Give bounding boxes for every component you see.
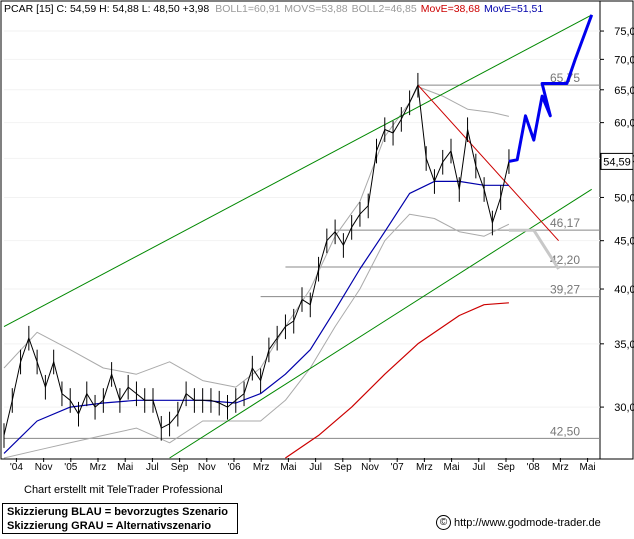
grid-lines	[4, 30, 600, 408]
x-tick-label: Mrz	[253, 462, 270, 473]
last-price-box	[600, 152, 634, 170]
support-resistance-levels: 65,75 46,17 42,20 39,27 42,50	[4, 71, 600, 439]
last-price-label: 54,59	[603, 156, 631, 168]
x-tick-label: Mai	[580, 462, 596, 473]
level-label: 42,20	[550, 253, 580, 267]
x-tick-label: '04	[10, 462, 23, 473]
scenario-sketches	[508, 14, 594, 270]
bollinger-bands	[3, 86, 510, 459]
y-tick-label: 35,00	[614, 339, 634, 351]
trend-lines	[3, 14, 592, 459]
x-tick-label: Mai	[280, 462, 296, 473]
x-tick-label: Mrz	[416, 462, 433, 473]
price-line	[3, 84, 510, 436]
x-tick-label: Sep	[334, 462, 352, 473]
price-series	[3, 72, 510, 448]
x-tick-label: Jul	[146, 462, 159, 473]
x-tick-label: Mrz	[90, 462, 107, 473]
x-tick-label: Jul	[472, 462, 485, 473]
x-tick-label: Mai	[444, 462, 460, 473]
scenario-blue-line	[508, 14, 594, 163]
level-label: 39,27	[550, 283, 580, 297]
copyright[interactable]: © http://www.godmode-trader.de	[436, 515, 601, 530]
y-tick-label: 40,00	[614, 284, 634, 296]
x-tick-label: Mai	[117, 462, 133, 473]
legend-grey: Skizzierung GRAU = Alternativszenario	[7, 520, 212, 532]
x-tick-label: Nov	[198, 462, 216, 473]
copyright-icon: ©	[436, 515, 451, 530]
indicator-label: BOLL2=46,85	[352, 3, 417, 15]
x-tick-label: '07	[391, 462, 404, 473]
level-label: 42,50	[550, 424, 580, 438]
indicator-label: MovE=51,51	[484, 3, 543, 15]
y-tick-label: 70,00	[614, 54, 634, 66]
y-axis: 30,0035,0040,0045,0050,0055,0060,0065,00…	[600, 26, 634, 414]
x-tick-label: '05	[64, 462, 77, 473]
last-price-marker: 54,59	[600, 152, 634, 170]
moving-average-red-line	[285, 302, 509, 459]
x-tick-label: Sep	[497, 462, 515, 473]
scenario-grey-line	[508, 228, 560, 270]
x-tick-label: Mrz	[552, 462, 569, 473]
indicator-label: MovE=38,68	[421, 3, 480, 15]
downtrend-line	[417, 84, 559, 242]
chart-credit: Chart erstellt mit TeleTrader Profession…	[24, 484, 223, 496]
legend-blue: Skizzierung BLAU = bevorzugtes Szenario	[7, 506, 228, 518]
channel-lower-line	[169, 188, 592, 459]
y-tick-label: 45,00	[614, 236, 634, 248]
moving-average-blue-line	[3, 180, 509, 454]
y-tick-label: 30,00	[614, 402, 634, 414]
y-tick-label: 65,00	[614, 85, 634, 97]
x-tick-label: Sep	[171, 462, 189, 473]
bollinger-upper-line	[3, 86, 510, 388]
x-tick-label: '08	[527, 462, 540, 473]
scenario-legend: Skizzierung BLAU = bevorzugtes Szenario …	[2, 503, 238, 534]
level-label: 46,17	[550, 216, 580, 230]
indicator-label: MOVS=53,88	[284, 3, 347, 15]
copyright-url[interactable]: http://www.godmode-trader.de	[454, 516, 601, 529]
x-tick-label: Jul	[309, 462, 322, 473]
indicator-label: BOLL1=60,91	[215, 3, 280, 15]
x-tick-label: Nov	[35, 462, 53, 473]
x-tick-label: Nov	[361, 462, 379, 473]
x-tick-label: '06	[227, 462, 240, 473]
bollinger-lower-line	[3, 213, 510, 459]
y-tick-label: 60,00	[614, 118, 634, 130]
y-tick-label: 50,00	[614, 192, 634, 204]
x-axis: '04 Nov '05 Mrz Mai Jul Sep Nov '06 Mrz Mai Jul Sep N…	[10, 458, 596, 473]
moving-averages	[3, 180, 509, 459]
y-tick-label: 75,00	[614, 26, 634, 38]
level-label: 65,75	[550, 71, 580, 85]
channel-upper-line	[3, 14, 592, 328]
chart-header: PCAR [15] C: 54,59 H: 54,88 L: 48,50 +3,…	[4, 3, 543, 15]
symbol-header: PCAR [15] C: 54,59 H: 54,88 L: 48,50 +3,…	[4, 3, 209, 15]
plot-frame	[0, 0, 634, 460]
